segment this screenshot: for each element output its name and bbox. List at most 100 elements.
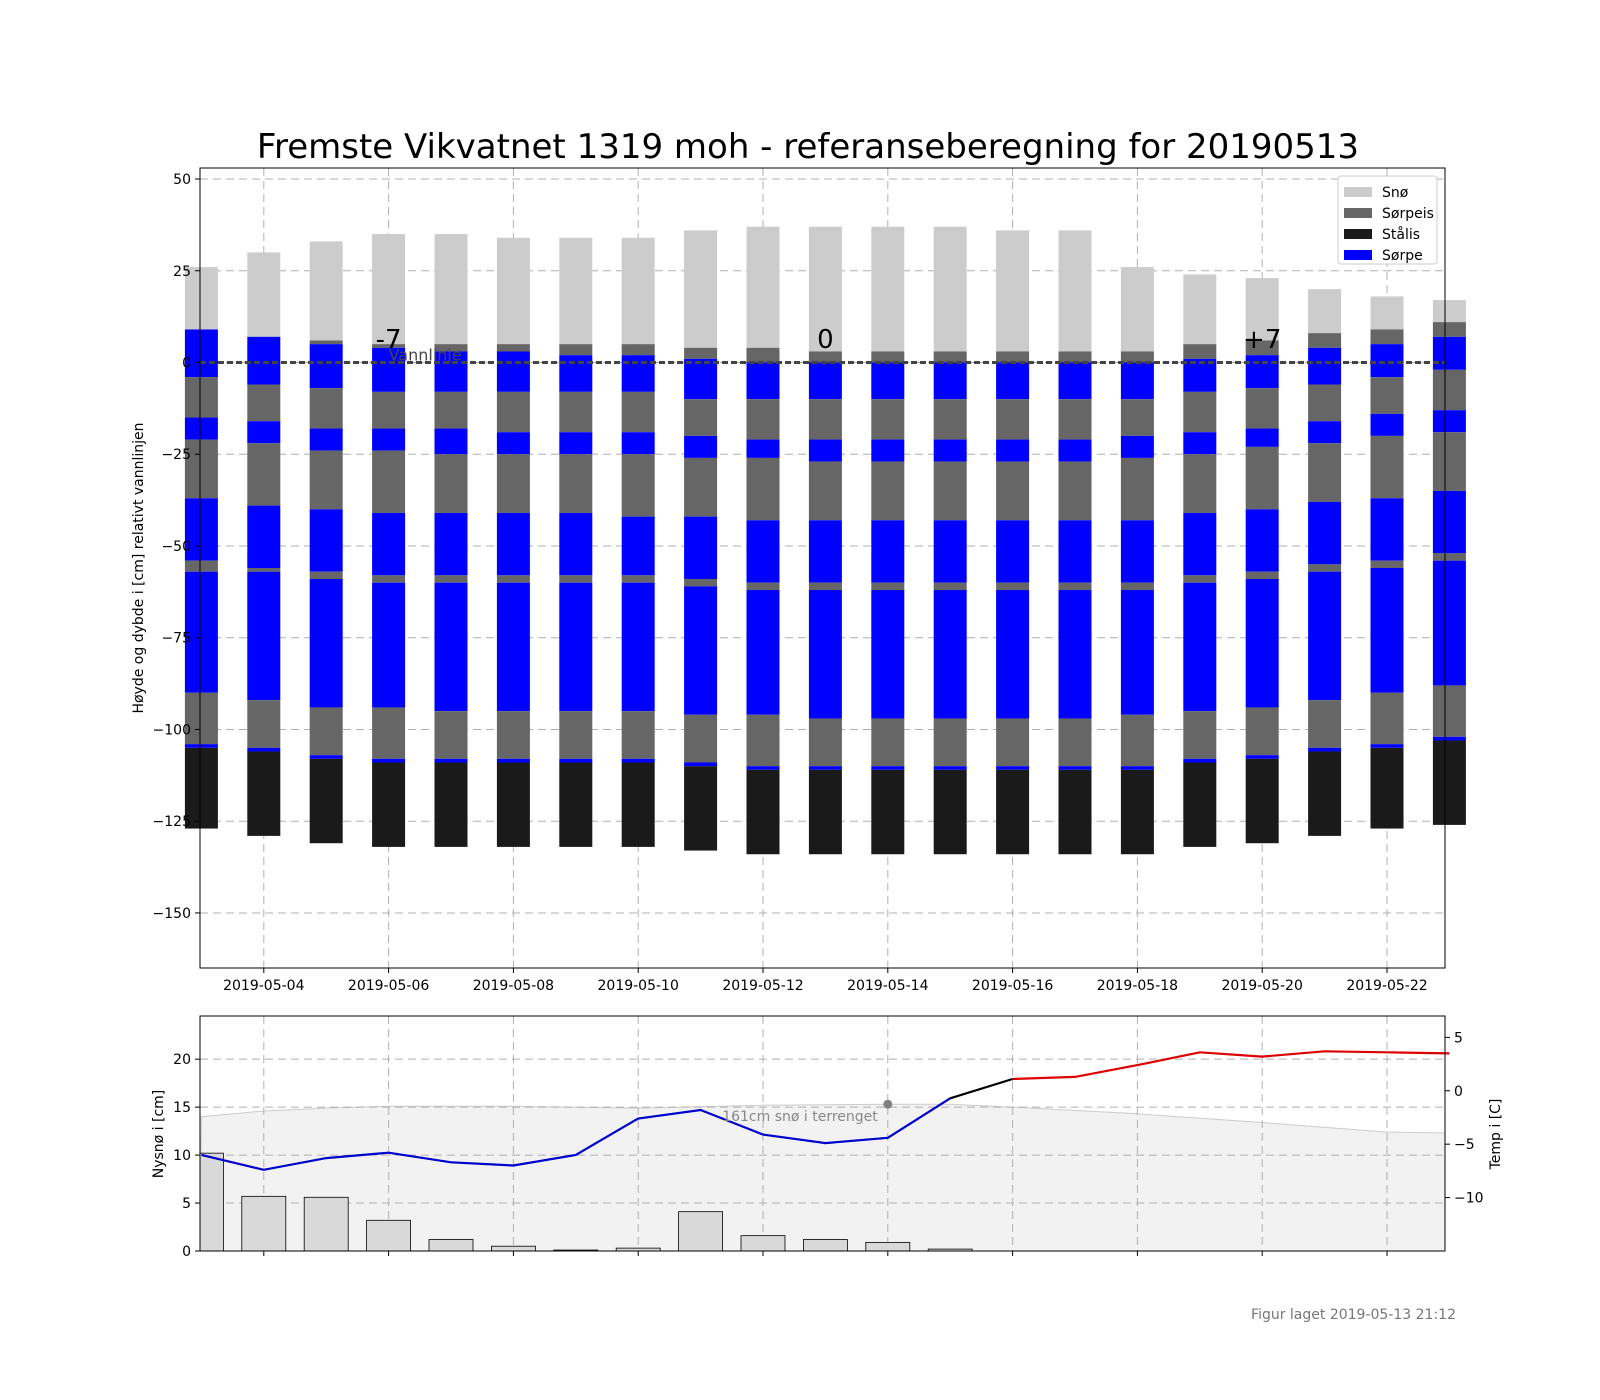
waterline: Vannlinje: [200, 345, 1445, 364]
ice-segment-sorpe: [1432, 336, 1466, 370]
ice-segment-sno: [933, 226, 967, 352]
ice-segment-sorpe: [1308, 501, 1342, 565]
new-snow-bar: [740, 1235, 786, 1252]
ice-y-tick-label: 50: [173, 172, 191, 188]
ice-segment-sorpe: [684, 516, 718, 580]
ice-segment-sorpe: [1058, 766, 1092, 770]
ice-segment-sorpe: [933, 362, 967, 400]
ice-segment-sorpe: [1183, 758, 1217, 763]
ice-segment-sorpeis: [808, 582, 842, 591]
ice-segment-staalis: [871, 769, 905, 855]
ice-segment-sno: [621, 237, 655, 345]
ice-segment-sorpeis: [559, 454, 593, 513]
ice-segment-sorpeis: [496, 575, 530, 583]
ice-column: [621, 237, 655, 847]
ice-segment-sorpe: [996, 766, 1030, 770]
ice-segment-sorpe: [871, 362, 905, 400]
ice-x-tick-label: 2019-05-22: [1346, 978, 1427, 994]
legend-swatch-sorpeis: [1344, 208, 1372, 218]
ice-segment-sorpeis: [309, 340, 343, 345]
ice-segment-sorpeis: [1308, 443, 1342, 502]
ice-segment-sorpeis: [1370, 329, 1404, 345]
ice-segment-sorpe: [184, 744, 218, 748]
ice-x-tick-label: 2019-05-08: [473, 978, 554, 994]
ice-segment-sorpe: [1245, 428, 1279, 447]
legend-swatch-sno: [1344, 187, 1372, 197]
ice-segment-sorpe: [996, 520, 1030, 583]
ice-segment-sorpe: [559, 758, 593, 763]
ice-segment-sorpeis: [746, 399, 780, 440]
ice-segment-sorpeis: [996, 718, 1030, 767]
ice-segment-sorpe: [996, 362, 1030, 400]
chart-title: Fremste Vikvatnet 1319 moh - referansebe…: [257, 127, 1359, 167]
ice-segment-sorpe: [746, 362, 780, 400]
ice-segment-sorpeis: [372, 450, 406, 513]
ice-segment-sorpeis: [184, 692, 218, 745]
ice-segment-sorpe: [808, 362, 842, 400]
ice-segment-staalis: [496, 762, 530, 847]
ice-segment-sorpe: [746, 439, 780, 458]
ice-segment-sorpeis: [1120, 582, 1154, 591]
ice-segment-sorpe: [1183, 432, 1217, 455]
ice-column: [1308, 289, 1342, 836]
ice-segment-staalis: [1183, 762, 1217, 847]
ice-segment-sorpe: [496, 351, 530, 392]
ice-segment-sorpe: [1120, 435, 1154, 458]
ice-segment-sorpe: [559, 582, 593, 712]
ice-segment-sorpeis: [434, 391, 468, 429]
ice-y-tick-label: −75: [161, 631, 191, 647]
ice-segment-sno: [1370, 296, 1404, 330]
ice-segment-sorpeis: [684, 714, 718, 763]
ice-segment-sorpeis: [996, 582, 1030, 591]
ice-segment-sorpe: [309, 428, 343, 451]
ice-segment-sorpe: [496, 582, 530, 712]
ice-x-tick-label: 2019-05-20: [1222, 978, 1303, 994]
ice-segment-sno: [1183, 274, 1217, 345]
ice-x-tick-label: 2019-05-12: [722, 978, 803, 994]
ice-column: [496, 237, 530, 847]
ice-segment-sno: [1120, 267, 1154, 352]
temp-link-line: [949, 1077, 1013, 1100]
ice-segment-sorpeis: [684, 579, 718, 587]
ice-segment-sorpe: [746, 590, 780, 715]
ice-y-tick-label: −150: [153, 906, 191, 922]
ice-x-tick-label: 2019-05-18: [1097, 978, 1178, 994]
ice-segment-sorpeis: [1183, 344, 1217, 359]
ice-segment-sorpe: [933, 590, 967, 719]
ice-segment-sno: [559, 237, 593, 345]
ice-segment-sorpeis: [1308, 333, 1342, 348]
ice-segment-sorpeis: [871, 461, 905, 521]
ice-x-ticks: 2019-05-04 2019-05-06 2019-05-08 2019-05-10…: [223, 968, 1428, 994]
ice-segment-sorpeis: [496, 711, 530, 759]
ice-segment-sorpeis: [1432, 553, 1466, 561]
ice-segment-sorpe: [247, 747, 281, 752]
ice-segment-sorpe: [559, 512, 593, 576]
new-snow-y-tick-label: 5: [182, 1196, 191, 1212]
ice-segment-sorpeis: [1120, 399, 1154, 436]
figure-timestamp: Figur laget 2019-05-13 21:12: [1251, 1307, 1456, 1323]
ice-segment-sorpe: [309, 344, 343, 389]
ice-segment-sno: [808, 226, 842, 352]
ice-segment-sorpe: [1245, 509, 1279, 572]
ice-segment-sorpeis: [933, 351, 967, 363]
ice-segment-sorpe: [184, 498, 218, 561]
weather-panel: 161cm snø i terrenget 0 5 10 15 20 5 0 −5 −10 N…: [151, 1015, 1504, 1260]
ice-segment-sorpeis: [684, 399, 718, 436]
ice-segment-sorpe: [1308, 347, 1342, 385]
ice-segment-sorpeis: [746, 582, 780, 591]
ice-segment-sorpe: [372, 428, 406, 451]
ice-segment-staalis: [1245, 758, 1279, 844]
ice-segment-sorpe: [372, 758, 406, 763]
ice-segment-staalis: [1308, 751, 1342, 836]
ice-segment-sorpeis: [1183, 391, 1217, 433]
ice-segment-sorpe: [1432, 736, 1466, 741]
legend-swatch-sorpe: [1344, 250, 1372, 260]
ice-segment-staalis: [808, 769, 842, 855]
ice-segment-sorpe: [1370, 568, 1404, 693]
ice-segment-staalis: [372, 762, 406, 847]
ice-segment-sorpeis: [1308, 564, 1342, 572]
ice-segment-staalis: [1120, 769, 1154, 855]
ice-segment-sorpeis: [746, 714, 780, 767]
new-snow-y-tick-label: 20: [173, 1052, 191, 1068]
ice-segment-sorpe: [871, 439, 905, 462]
